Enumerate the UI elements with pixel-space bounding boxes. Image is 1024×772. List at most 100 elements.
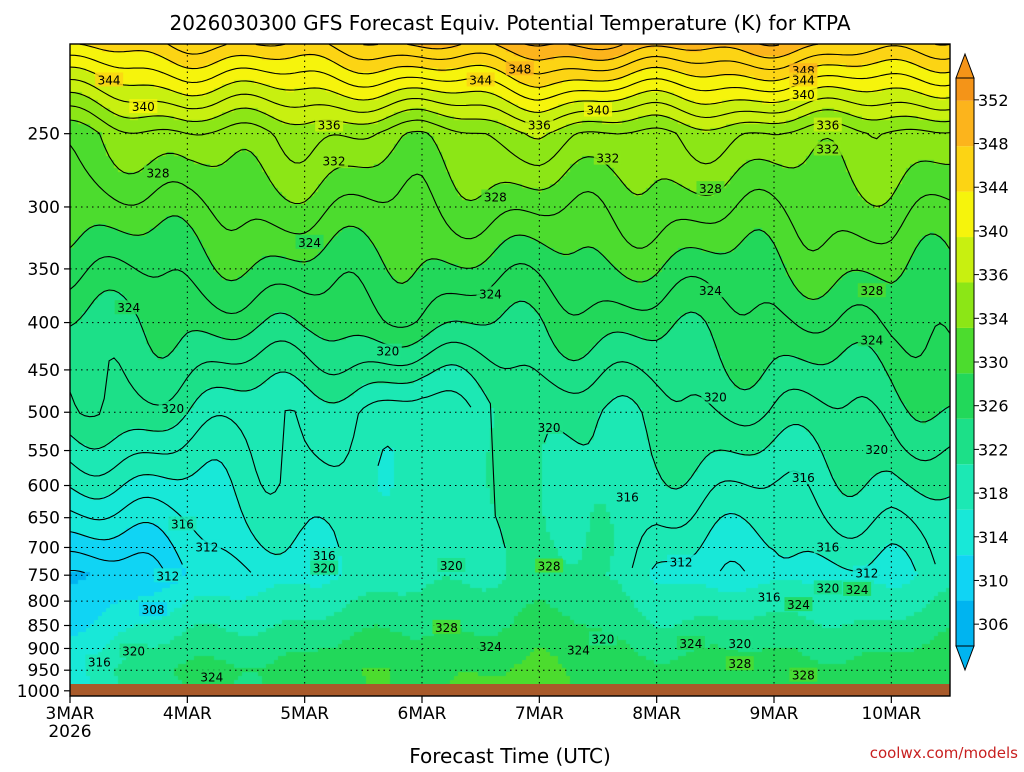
contour-label-bg	[129, 99, 158, 114]
contour-label-bg	[535, 558, 564, 573]
contour-label: 336	[528, 119, 551, 133]
contour-label-bg	[813, 539, 842, 554]
contour-label: 312	[670, 556, 693, 570]
y-axis: 250 300 350 400 450 500 550 600 650 700 750 800 850 9…	[17, 125, 70, 702]
contour-label-bg	[320, 153, 348, 168]
contour-322	[70, 340, 950, 462]
y-tick-label: 800	[28, 592, 60, 612]
contour-label-bg	[857, 332, 886, 347]
colorbar: 306 310 314 318 322 326 330 334 336 340 344 348 352	[955, 52, 1009, 672]
contour-312	[70, 522, 183, 565]
contour-label-bg	[588, 631, 617, 646]
contour-328	[70, 215, 950, 301]
colorbar-label: 314	[978, 528, 1009, 547]
y-tick-label: 600	[28, 477, 60, 497]
y-tick-label: 850	[28, 616, 60, 636]
contour-label: 344	[98, 73, 121, 87]
contour-318	[70, 390, 936, 569]
contour-330	[70, 144, 950, 252]
contour-label: 320	[728, 637, 751, 651]
contour-label-bg	[505, 61, 534, 76]
contour-label: 324	[860, 333, 883, 347]
contour-label-bg	[613, 489, 642, 504]
contour-label-bg	[144, 165, 172, 180]
contour-label-bg	[310, 547, 339, 562]
contour-label: 324	[787, 598, 810, 612]
contour-label-bg	[862, 441, 891, 456]
colorbar-label: 318	[978, 484, 1009, 503]
contour-label-bg	[535, 420, 564, 435]
x-tick-label: 8MAR	[632, 704, 681, 724]
contour-label-bg	[476, 639, 505, 654]
contour-label: 328	[860, 284, 883, 298]
y-tick-label: 250	[28, 125, 60, 145]
colorbar-label: 352	[978, 91, 1009, 110]
contour-label: 336	[816, 119, 839, 133]
contour-label: 328	[728, 657, 751, 671]
colorbar-label: 348	[978, 135, 1009, 154]
contour-label: 320	[313, 562, 336, 576]
x-tick-label: 5MAR	[280, 704, 329, 724]
contour-label: 324	[699, 284, 722, 298]
contour-label-bg	[789, 72, 818, 87]
contour-336	[70, 91, 950, 140]
contour-label: 316	[758, 591, 781, 605]
contour-label: 320	[122, 645, 145, 659]
contour-label: 324	[200, 671, 223, 685]
colorbar-band	[956, 555, 974, 601]
contour-338	[70, 78, 950, 125]
contour-label-bg	[158, 401, 187, 416]
contour-label-bg	[168, 516, 197, 531]
contour-308	[70, 569, 85, 574]
contour-label-bg	[696, 181, 725, 196]
contour-label-bg	[437, 557, 466, 572]
contour-label: 328	[699, 182, 722, 196]
colorbar-band	[956, 100, 974, 147]
contour-label-bg	[525, 117, 554, 132]
colorbar-band	[956, 509, 974, 556]
contour-label: 320	[591, 632, 614, 646]
colorbar-band	[956, 464, 974, 510]
contour-lines	[70, 44, 950, 574]
contour-label-bg	[481, 189, 510, 204]
colorbar-band	[956, 191, 974, 238]
colorbar-band	[956, 78, 974, 101]
colorbar-band	[956, 237, 974, 283]
x-tick-year: 2026	[48, 722, 91, 742]
colorbar-top-cap	[955, 52, 975, 79]
x-tick-label: 4MAR	[163, 704, 212, 724]
contour-348	[363, 44, 950, 61]
colorbar-label: 336	[978, 266, 1009, 285]
colorbar-label: 334	[978, 309, 1009, 328]
contour-346	[167, 44, 950, 75]
contour-334	[70, 105, 950, 167]
contour-label: 320	[816, 581, 839, 595]
colorbar-label: 344	[978, 178, 1009, 197]
y-tick-label: 550	[28, 442, 60, 462]
contour-label: 348	[508, 62, 531, 76]
contour-label: 328	[435, 621, 458, 635]
colorbar-band	[956, 418, 974, 465]
y-tick-label: 650	[28, 509, 60, 529]
contour-label: 320	[865, 443, 888, 457]
contour-label: 344	[469, 73, 492, 87]
contour-label-bg	[432, 619, 461, 634]
contour-label: 320	[161, 402, 184, 416]
contour-label-bg	[593, 150, 622, 165]
colorbar-label: 340	[978, 222, 1009, 241]
colorbar-label: 322	[978, 440, 1009, 459]
contour-label: 320	[538, 421, 561, 435]
y-tick-label: 500	[28, 403, 60, 423]
contour-label-bg	[466, 72, 495, 87]
contour-label: 324	[479, 640, 502, 654]
contour-332	[70, 119, 950, 207]
contour-label: 312	[195, 540, 218, 554]
contour-label-bg	[315, 117, 344, 132]
contour-label: 312	[855, 567, 878, 581]
contour-label-bg	[197, 669, 226, 684]
contour-label: 316	[792, 471, 815, 485]
colorbar-band	[956, 282, 974, 328]
contour-label-bg	[725, 635, 754, 650]
